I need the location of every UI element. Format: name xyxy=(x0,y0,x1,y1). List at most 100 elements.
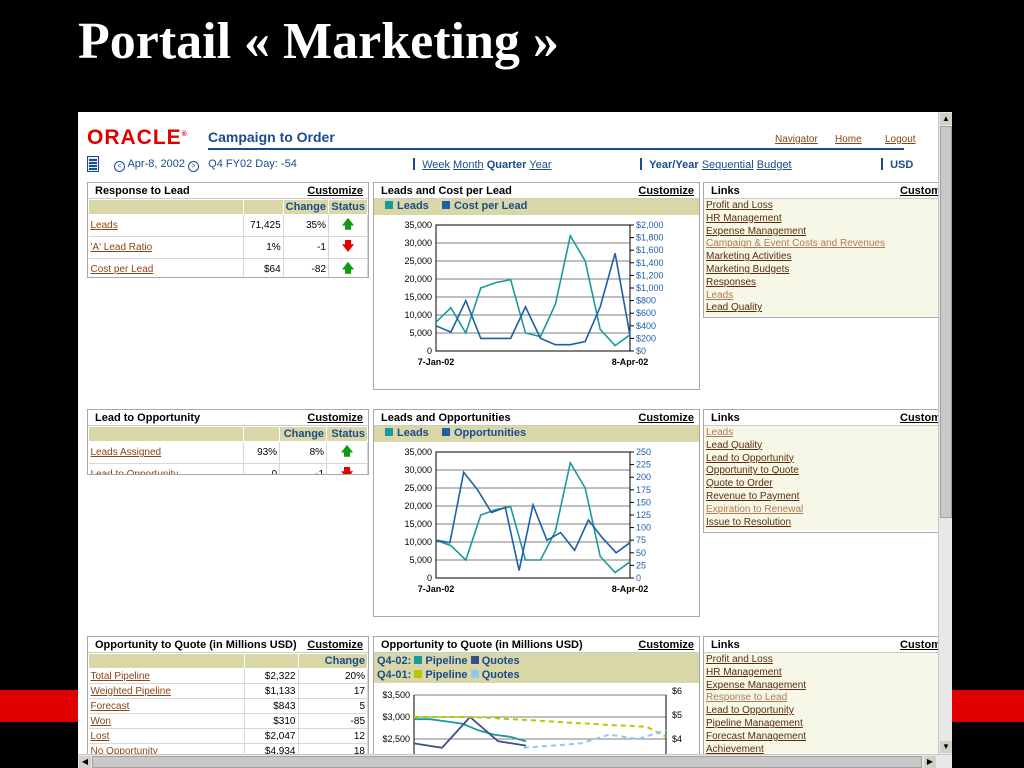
link-item[interactable]: Campaign & Event Costs and Revenues xyxy=(706,238,885,250)
link-item[interactable]: Quote to Order xyxy=(706,478,773,490)
metric-value: 1% xyxy=(243,236,284,259)
y2-tick-label: 150 xyxy=(636,497,651,507)
customize-link[interactable]: Customi xyxy=(900,639,938,651)
link-item[interactable]: Marketing Budgets xyxy=(706,263,790,275)
customize-link[interactable]: Customize xyxy=(638,639,694,651)
y-tick-label: 15,000 xyxy=(404,519,432,529)
y2-tick-label: $6 xyxy=(672,686,682,696)
customize-link[interactable]: Customize xyxy=(638,185,694,197)
scroll-thumb-horizontal[interactable] xyxy=(92,756,922,768)
customize-link[interactable]: Customize xyxy=(307,185,363,197)
legend-swatch xyxy=(414,670,423,678)
compare-year-year[interactable]: Year/Year xyxy=(649,159,699,171)
period-week[interactable]: Week xyxy=(422,159,450,171)
link-item[interactable]: Opportunity to Quote xyxy=(706,465,799,477)
link-item[interactable]: Responses xyxy=(706,276,757,288)
lead-to-opportunity-panel: Lead to Opportunity Customize Change Statu… xyxy=(87,409,369,475)
oracle-logo: ORACLE® xyxy=(87,126,188,149)
customize-link[interactable]: Customi xyxy=(900,185,938,197)
link-item[interactable]: Issue to Resolution xyxy=(706,516,792,528)
horizontal-scrollbar[interactable]: ◀ ▶ xyxy=(78,754,952,768)
compare-budget[interactable]: Budget xyxy=(756,159,792,171)
y2-tick-label: $800 xyxy=(636,296,656,306)
leads-opps-chart-panel: Leads and Opportunities Customize Leads O… xyxy=(373,409,700,617)
scroll-left-icon[interactable]: ◀ xyxy=(79,756,91,768)
y-tick-label: 10,000 xyxy=(404,310,432,320)
link-item[interactable]: Profit and Loss xyxy=(706,654,773,665)
customize-link[interactable]: Customi xyxy=(900,412,938,424)
calendar-icon[interactable] xyxy=(87,156,99,172)
y2-tick-label: $5 xyxy=(672,710,682,720)
link-item[interactable]: Expense Management xyxy=(706,679,807,691)
link-item[interactable]: Revenue to Payment xyxy=(706,490,800,502)
metric-link[interactable]: Cost per Lead xyxy=(88,258,244,277)
metric-value: $4,934 xyxy=(244,743,299,754)
link-item[interactable]: Marketing Activities xyxy=(706,251,792,263)
metric-link[interactable]: Lead to Opportunity xyxy=(88,463,245,474)
metric-change: 5 xyxy=(298,698,368,714)
series-line-opportunities xyxy=(435,470,631,571)
metric-link[interactable]: Lost xyxy=(88,728,245,744)
vertical-scrollbar[interactable]: ▲ ▼ xyxy=(938,112,952,754)
prev-date-icon[interactable]: < xyxy=(114,161,125,172)
metric-link[interactable]: Weighted Pipeline xyxy=(88,683,245,699)
compare-sequential[interactable]: Sequential xyxy=(701,159,754,171)
metric-change: 18 xyxy=(298,743,368,754)
link-item[interactable]: Forecast Management xyxy=(706,730,807,742)
scroll-right-icon[interactable]: ▶ xyxy=(924,756,936,768)
next-date-icon[interactable]: > xyxy=(188,161,199,172)
metric-value: $2,322 xyxy=(244,668,299,684)
link-item[interactable]: HR Management xyxy=(706,212,782,224)
period-year[interactable]: Year xyxy=(529,159,552,171)
link-item[interactable]: Response to Lead xyxy=(706,692,788,704)
col-change: Change xyxy=(279,426,328,442)
logout-link[interactable]: Logout xyxy=(885,134,916,145)
link-item[interactable]: Lead to Opportunity xyxy=(706,452,794,464)
scroll-down-icon[interactable]: ▼ xyxy=(940,741,952,753)
link-item[interactable]: Lead Quality xyxy=(706,302,763,314)
link-item[interactable]: Expense Management xyxy=(706,225,807,237)
series-line-leads xyxy=(435,233,631,347)
col-change: Change xyxy=(282,199,330,215)
link-item[interactable]: Expiration to Renewal xyxy=(706,503,804,515)
metric-change: -1 xyxy=(283,236,330,259)
period-month[interactable]: Month xyxy=(453,159,484,171)
navigator-link[interactable]: Navigator xyxy=(775,134,818,145)
panel-header: Opportunity to Quote (in Millions USD) Cu… xyxy=(88,637,368,653)
y2-tick-label: $4 xyxy=(672,734,682,744)
link-item[interactable]: Leads xyxy=(706,289,734,301)
arrow-up-icon: 🡅 xyxy=(328,258,368,277)
metric-link[interactable]: Leads xyxy=(88,214,244,237)
link-item[interactable]: Achievement xyxy=(706,743,764,754)
legend-leads: Leads xyxy=(397,200,429,212)
metric-change: 12 xyxy=(298,728,368,744)
scroll-up-icon[interactable]: ▲ xyxy=(940,113,952,125)
metric-value: $64 xyxy=(243,258,284,277)
link-item[interactable]: HR Management xyxy=(706,666,782,678)
customize-link[interactable]: Customize xyxy=(307,412,363,424)
app-title: Campaign to Order xyxy=(208,129,335,145)
link-item[interactable]: Profit and Loss xyxy=(706,200,773,211)
panel-header: LinksCustomi xyxy=(704,410,938,426)
leads-cost-chart: 0 5,000 10,000 15,000 20,000 25,000 30,000 35,0… xyxy=(404,220,663,367)
home-link[interactable]: Home xyxy=(835,134,862,145)
metric-link[interactable]: Forecast xyxy=(88,698,245,714)
metric-link[interactable]: 'A' Lead Ratio xyxy=(88,236,244,259)
metric-link[interactable]: Total Pipeline xyxy=(88,668,245,684)
customize-link[interactable]: Customize xyxy=(307,639,363,651)
metric-link[interactable]: Won xyxy=(88,713,245,729)
customize-link[interactable]: Customize xyxy=(638,412,694,424)
link-item[interactable]: Pipeline Management xyxy=(706,717,803,729)
y-tick-label: 15,000 xyxy=(404,292,432,302)
metric-link[interactable]: No Opportunity xyxy=(88,743,245,754)
link-item[interactable]: Lead to Opportunity xyxy=(706,705,794,717)
metric-link[interactable]: Leads Assigned xyxy=(88,441,245,464)
link-item[interactable]: Leads xyxy=(706,427,734,438)
scroll-thumb[interactable] xyxy=(940,126,952,518)
header-rule xyxy=(208,148,904,150)
y-tick-label: 20,000 xyxy=(404,274,432,284)
red-band-right xyxy=(952,690,1024,722)
link-item[interactable]: Lead Quality xyxy=(706,439,763,451)
period-quarter[interactable]: Quarter xyxy=(486,159,527,171)
kpi-table: Change Status Leads 71,425 35% 🡅 'A' Lead Rat… xyxy=(88,199,368,277)
